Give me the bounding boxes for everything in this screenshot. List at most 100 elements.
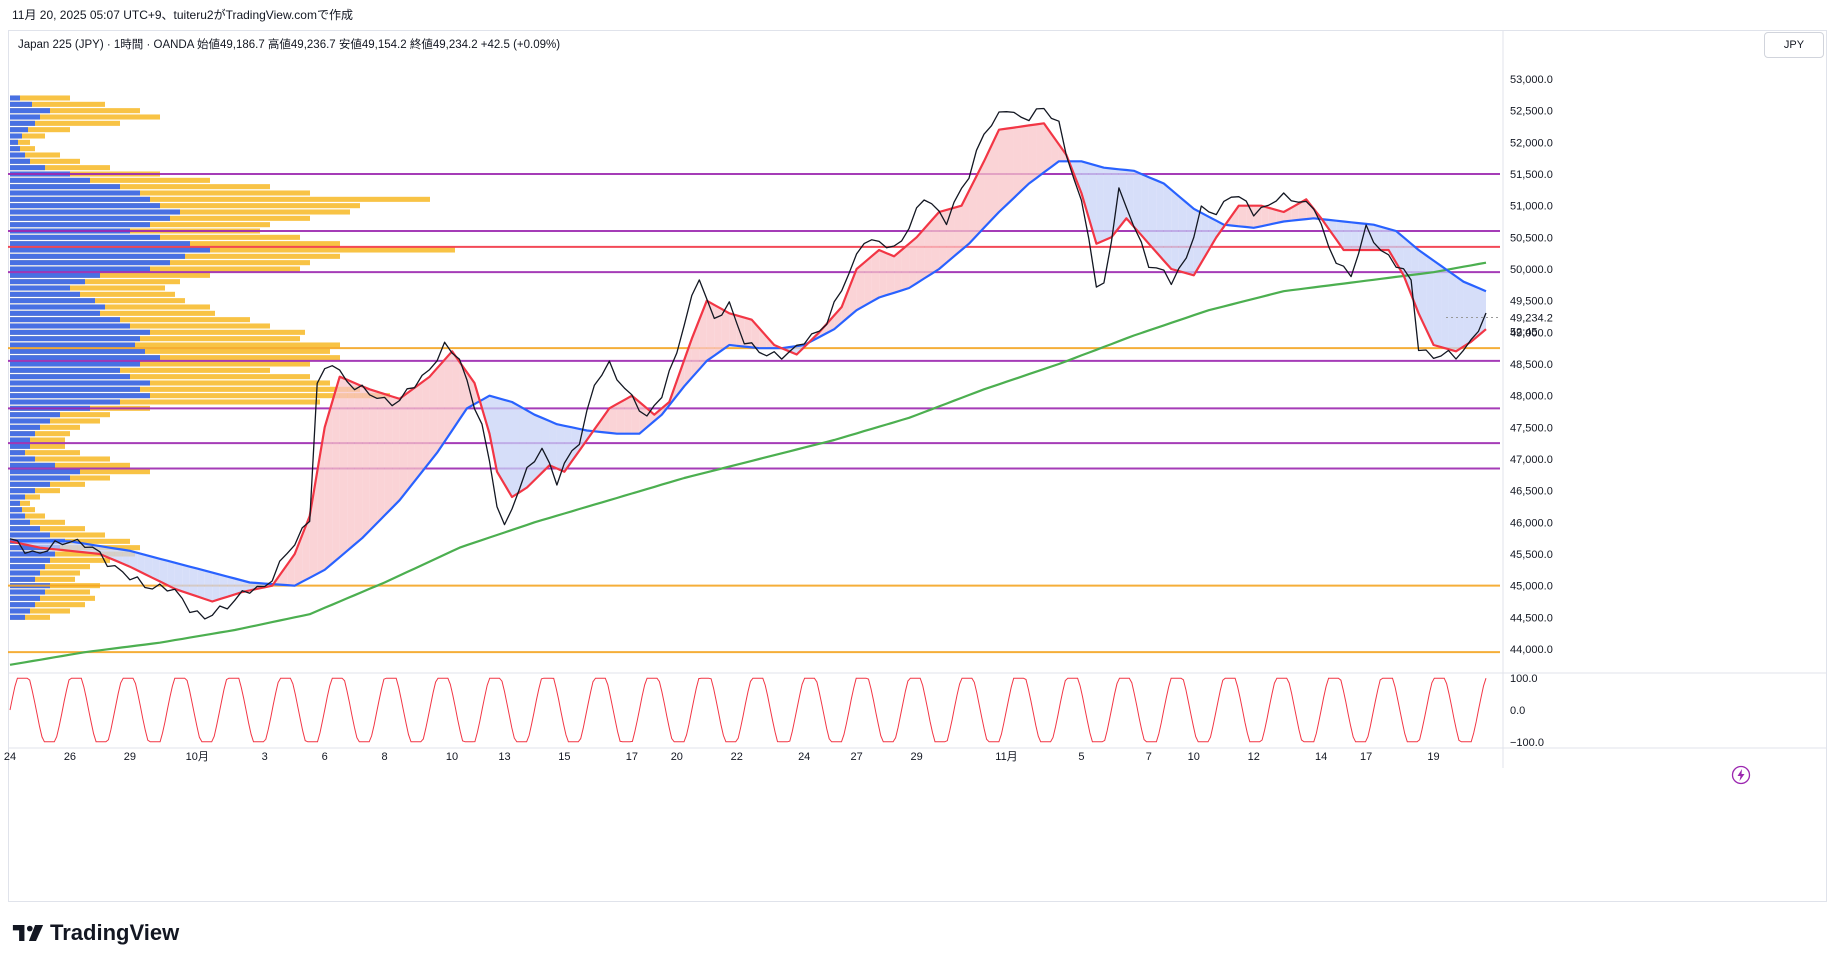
ma-cloud-segment	[729, 313, 737, 346]
price-tick-label: 44,000.0	[1510, 644, 1553, 656]
ma-cloud-segment	[976, 161, 985, 236]
currency-button[interactable]: JPY	[1764, 32, 1824, 58]
price-tick-label: 48,000.0	[1510, 391, 1553, 403]
volume-profile-bar-down	[10, 361, 310, 367]
volume-profile-bar-up	[10, 266, 150, 272]
volume-profile-bar-up	[10, 323, 130, 329]
countdown-label: 52:45	[1510, 327, 1538, 339]
ma-cloud-segment	[1433, 260, 1442, 348]
lightning-icon[interactable]	[1731, 765, 1751, 785]
ma-cloud-segment	[362, 386, 370, 539]
ma-cloud-segment	[1163, 183, 1172, 269]
volume-profile-bar-up	[10, 526, 40, 532]
time-tick-label: 19	[1427, 751, 1439, 763]
volume-profile-bar-down	[10, 101, 105, 107]
volume-profile-bar-down	[10, 614, 50, 620]
volume-profile-bar-up	[10, 494, 25, 500]
volume-profile-bar-up	[10, 298, 95, 304]
volume-profile-bar-down	[10, 146, 35, 152]
snapshot-header: 11月 20, 2025 05:07 UTC+9、tuiteru2がTradin…	[12, 8, 353, 22]
price-tick-label: 49,000.0	[1510, 327, 1553, 339]
volume-profile-bar-down	[10, 266, 300, 272]
price-tick-label: 51,000.0	[1510, 201, 1553, 213]
time-tick-label: 10	[1188, 751, 1200, 763]
ma-cloud-segment	[144, 554, 153, 578]
volume-profile-bar-up	[10, 190, 140, 196]
volume-profile-bar-down	[10, 551, 135, 557]
price-tick-label: 45,500.0	[1510, 549, 1553, 561]
ma-cloud-segment	[984, 145, 992, 228]
ma-cloud-segment	[864, 256, 872, 306]
volume-profile-bar-up	[10, 108, 50, 114]
volume-profile-bar-up	[10, 589, 45, 595]
volume-profile-bar-down	[10, 431, 70, 437]
ma-cloud-segment	[489, 395, 498, 472]
ma-cloud-segment	[212, 572, 220, 602]
ma-cloud-segment	[339, 376, 348, 558]
volume-profile-bar-up	[10, 215, 170, 221]
ma-cloud-segment	[849, 269, 857, 317]
ma-cloud-segment	[294, 535, 303, 586]
volume-profile-bar-up	[10, 431, 35, 437]
volume-profile-bar-up	[10, 488, 35, 494]
volume-profile-bar-down	[10, 526, 85, 532]
volume-profile-bar-down	[10, 557, 110, 563]
time-tick-label: 5	[1078, 751, 1084, 763]
ma-cloud-segment	[1426, 255, 1434, 345]
volume-profile-bar-down	[10, 450, 80, 456]
time-tick-label: 22	[731, 751, 743, 763]
time-tick-label: 12	[1248, 751, 1260, 763]
volume-profile-bar-up	[10, 437, 30, 443]
volume-profile-bar-up	[10, 424, 40, 430]
volume-profile-bar-down	[10, 576, 75, 582]
price-tick-label: 50,000.0	[1510, 264, 1553, 276]
volume-profile-bar-up	[10, 500, 20, 506]
volume-profile-bar-down	[10, 298, 185, 304]
time-tick-label: 17	[1360, 751, 1372, 763]
volume-profile-bar-up	[10, 595, 40, 601]
ma-cloud-segment	[624, 395, 632, 434]
ma-cloud-segment	[549, 421, 557, 469]
volume-profile-bar-down	[10, 386, 360, 392]
volume-profile-bar-up	[10, 367, 120, 373]
ma-cloud-segment	[369, 389, 378, 531]
volume-profile-bar-down	[10, 602, 85, 608]
time-tick-label: 3	[262, 751, 268, 763]
volume-profile-bar-down	[10, 291, 175, 297]
volume-profile-bar-up	[10, 317, 120, 323]
volume-profile-bar-up	[10, 139, 18, 145]
volume-profile-bar-up	[10, 532, 50, 538]
volume-profile-bar-down	[10, 152, 60, 158]
ma-cloud-segment	[429, 368, 438, 463]
volume-profile-bar-up	[10, 279, 85, 285]
ma-cloud-segment	[1238, 205, 1247, 228]
volume-profile-bar-up	[10, 393, 150, 399]
volume-profile-bar-down	[10, 348, 330, 354]
volume-profile-bar-up	[10, 342, 135, 348]
ma-cloud-segment	[1193, 208, 1202, 276]
volume-profile-bar-down	[10, 203, 360, 209]
volume-profile-bar-up	[10, 222, 150, 228]
time-tick-label: 10	[446, 751, 458, 763]
ma-cloud-segment	[631, 395, 640, 434]
volume-profile-bar-up	[10, 450, 25, 456]
ma-cloud-segment	[1456, 276, 1464, 352]
volume-profile-bar-down	[10, 342, 340, 348]
volume-profile-bar-down	[10, 380, 330, 386]
ma-cloud-segment	[219, 574, 228, 600]
time-tick-label: 7	[1146, 751, 1152, 763]
time-tick-label: 27	[851, 751, 863, 763]
ma-cloud-segment	[1471, 284, 1479, 342]
volume-profile-bar-up	[10, 120, 35, 126]
ma-cloud-segment	[556, 424, 565, 472]
ma-cloud-segment	[407, 387, 415, 491]
ma-cloud-segment	[1441, 265, 1449, 350]
brand[interactable]: TradingView	[12, 920, 179, 946]
volume-profile-bar-up	[10, 608, 30, 614]
ma-cloud-segment	[1036, 123, 1044, 178]
price-line	[9, 107, 1487, 620]
price-axis: 53,000.0 52,500.0 52,000.0 51,500.0 51,000.0…	[1510, 74, 1553, 656]
time-tick-label: 14	[1315, 751, 1327, 763]
volume-profile-bar-down	[10, 177, 210, 183]
